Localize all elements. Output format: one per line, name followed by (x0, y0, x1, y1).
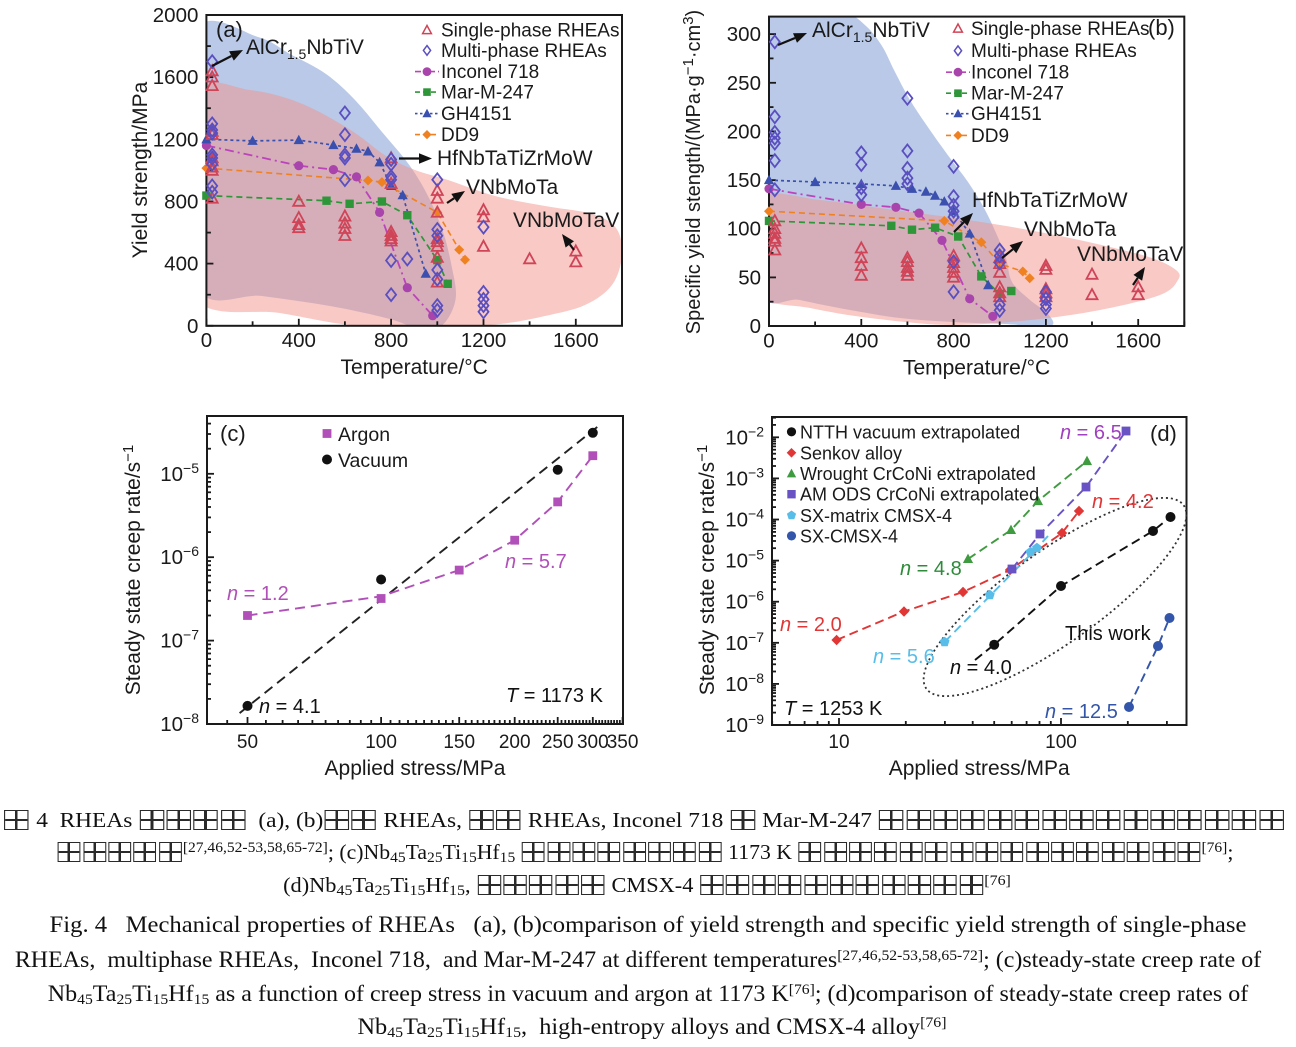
svg-text:Applied stress/MPa: Applied stress/MPa (889, 757, 1070, 780)
svg-text:Mar-M-247: Mar-M-247 (441, 83, 534, 104)
svg-text:10−3: 10−3 (725, 464, 764, 490)
svg-text:(b): (b) (1148, 15, 1175, 40)
svg-text:T = 1173 K: T = 1173 K (506, 685, 604, 707)
svg-text:n = 4.1: n = 4.1 (259, 696, 321, 718)
svg-text:Steady state creep rate/s−1: Steady state creep rate/s−1 (694, 445, 719, 696)
svg-text:0: 0 (201, 329, 212, 352)
svg-text:100: 100 (727, 218, 761, 241)
svg-text:AlCr1.5NbTiV: AlCr1.5NbTiV (246, 36, 364, 62)
svg-text:n = 4.0: n = 4.0 (950, 657, 1012, 679)
svg-text:Wrought CrCoNi extrapolated: Wrought CrCoNi extrapolated (800, 464, 1036, 484)
svg-text:10−7: 10−7 (160, 627, 199, 653)
svg-text:Vacuum: Vacuum (338, 450, 408, 472)
svg-text:50: 50 (237, 732, 258, 753)
svg-text:10−4: 10−4 (725, 506, 764, 532)
svg-text:Mar-M-247: Mar-M-247 (971, 84, 1064, 105)
svg-text:n = 4.8: n = 4.8 (900, 558, 962, 580)
svg-text:VNbMoTa: VNbMoTa (466, 176, 559, 199)
svg-text:250: 250 (542, 732, 574, 753)
svg-text:This work: This work (1065, 623, 1152, 645)
svg-text:Yield strength/MPa: Yield strength/MPa (129, 81, 152, 258)
svg-text:1600: 1600 (1115, 330, 1161, 353)
svg-text:AlCr1.5NbTiV: AlCr1.5NbTiV (812, 19, 930, 45)
svg-text:Inconel 718: Inconel 718 (971, 63, 1069, 84)
svg-text:Single-phase RHEAs: Single-phase RHEAs (971, 19, 1149, 40)
svg-text:300: 300 (577, 732, 609, 753)
svg-text:HfNbTaTiZrMoW: HfNbTaTiZrMoW (437, 147, 593, 170)
svg-text:T = 1253 K: T = 1253 K (784, 698, 883, 720)
svg-text:n = 5.6: n = 5.6 (873, 646, 935, 668)
svg-text:10−8: 10−8 (725, 670, 764, 696)
svg-text:Multi-phase RHEAs: Multi-phase RHEAs (971, 41, 1137, 62)
svg-text:10−5: 10−5 (160, 460, 199, 486)
svg-text:VNbMoTaV: VNbMoTaV (1077, 243, 1183, 266)
svg-text:Temperature/°C: Temperature/°C (341, 356, 488, 379)
svg-text:Specific yield stength/(MPa·g−: Specific yield stength/(MPa·g−1·cm3) (680, 10, 705, 334)
svg-text:Inconel 718: Inconel 718 (441, 62, 539, 83)
svg-text:1200: 1200 (153, 128, 199, 151)
svg-text:(d): (d) (1150, 421, 1177, 446)
svg-text:n = 12.5: n = 12.5 (1045, 701, 1118, 723)
svg-text:250: 250 (727, 72, 761, 95)
svg-text:0: 0 (750, 315, 761, 338)
svg-text:400: 400 (164, 253, 198, 276)
svg-text:400: 400 (844, 330, 878, 353)
svg-text:n = 2.0: n = 2.0 (780, 614, 842, 636)
svg-text:Senkov alloy: Senkov alloy (800, 443, 902, 463)
svg-text:10−6: 10−6 (725, 588, 764, 614)
svg-text:2000: 2000 (153, 4, 199, 27)
svg-text:n = 6.5: n = 6.5 (1060, 422, 1122, 444)
svg-text:10−7: 10−7 (725, 629, 764, 655)
svg-text:100: 100 (365, 732, 397, 753)
svg-text:SX-matrix CMSX-4: SX-matrix CMSX-4 (800, 506, 952, 526)
svg-text:50: 50 (738, 266, 761, 289)
svg-text:NTTH vacuum extrapolated: NTTH vacuum extrapolated (800, 422, 1020, 442)
svg-text:HfNbTaTiZrMoW: HfNbTaTiZrMoW (972, 189, 1128, 212)
svg-text:AM ODS CrCoNi extrapolated: AM ODS CrCoNi extrapolated (800, 485, 1039, 505)
svg-text:(c): (c) (220, 421, 246, 446)
svg-text:GH4151: GH4151 (441, 104, 512, 125)
svg-text:(a): (a) (216, 17, 243, 42)
svg-text:300: 300 (727, 23, 761, 46)
svg-text:800: 800 (374, 329, 408, 352)
svg-text:VNbMoTaV: VNbMoTaV (513, 209, 619, 232)
svg-text:1200: 1200 (1023, 330, 1069, 353)
svg-text:VNbMoTa: VNbMoTa (1024, 218, 1117, 241)
svg-text:DD9: DD9 (441, 125, 479, 146)
svg-text:1200: 1200 (461, 329, 507, 352)
svg-text:350: 350 (607, 732, 639, 753)
svg-text:n = 4.2: n = 4.2 (1092, 491, 1154, 513)
svg-text:DD9: DD9 (971, 126, 1009, 147)
svg-text:Multi-phase RHEAs: Multi-phase RHEAs (441, 41, 607, 62)
svg-text:10−2: 10−2 (725, 423, 764, 449)
svg-text:SX-CMSX-4: SX-CMSX-4 (800, 526, 898, 546)
svg-text:10−8: 10−8 (160, 710, 199, 736)
svg-text:Argon: Argon (338, 424, 390, 446)
svg-text:400: 400 (282, 329, 316, 352)
svg-text:n = 1.2: n = 1.2 (227, 583, 289, 605)
svg-text:150: 150 (727, 169, 761, 192)
svg-text:10−6: 10−6 (160, 543, 199, 569)
svg-text:1600: 1600 (153, 66, 199, 89)
svg-text:150: 150 (443, 732, 475, 753)
svg-text:Applied stress/MPa: Applied stress/MPa (325, 757, 506, 780)
svg-text:10: 10 (828, 732, 849, 753)
svg-text:100: 100 (1045, 732, 1077, 753)
svg-text:200: 200 (499, 732, 531, 753)
svg-text:10−9: 10−9 (725, 711, 764, 737)
svg-text:1600: 1600 (553, 329, 599, 352)
svg-text:Temperature/°C: Temperature/°C (903, 357, 1050, 380)
svg-text:800: 800 (164, 191, 198, 214)
svg-text:200: 200 (727, 120, 761, 143)
svg-text:0: 0 (187, 315, 198, 338)
svg-text:GH4151: GH4151 (971, 104, 1042, 125)
svg-text:Single-phase RHEAs: Single-phase RHEAs (441, 21, 619, 42)
svg-text:10−5: 10−5 (725, 547, 764, 573)
svg-text:0: 0 (763, 330, 774, 353)
svg-text:n = 5.7: n = 5.7 (505, 551, 567, 573)
svg-text:800: 800 (936, 330, 970, 353)
svg-text:Steady state creep rate/s−1: Steady state creep rate/s−1 (120, 445, 145, 696)
